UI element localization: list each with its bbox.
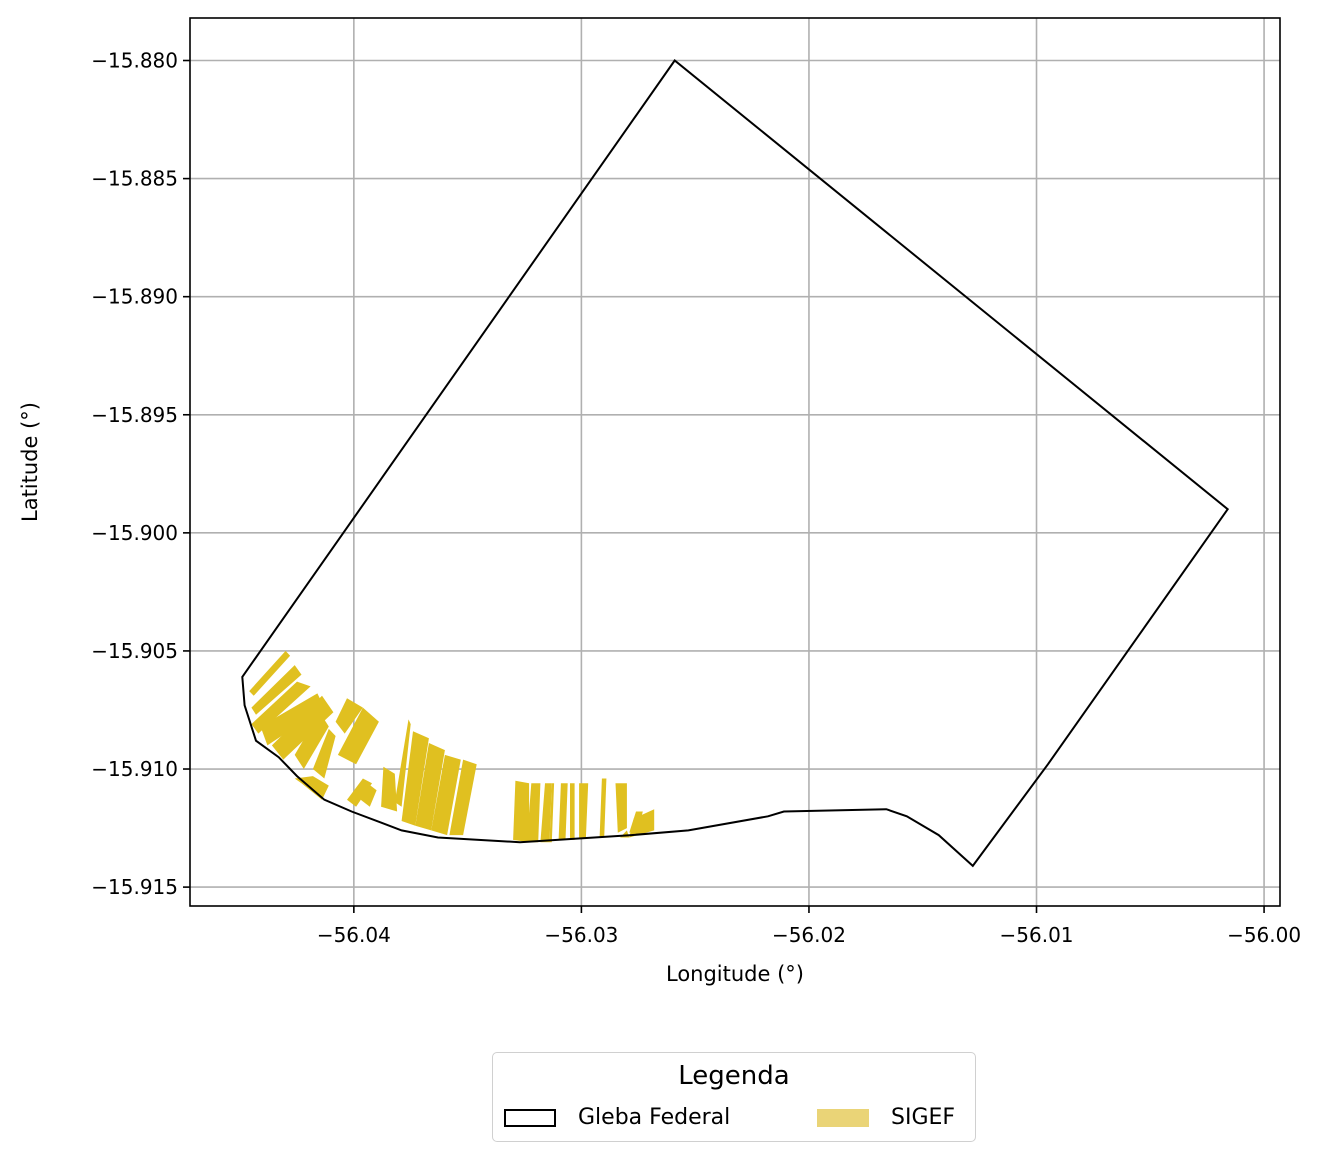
sigef-parcel [260, 693, 325, 746]
y-tick-label: −15.910 [91, 757, 178, 781]
sigef-parcel [271, 695, 334, 760]
gleba-federal-boundary [241, 59, 1230, 868]
sigef-parcel [579, 783, 589, 838]
x-tick-label: −56.00 [1227, 923, 1301, 947]
legend-item-sigef: SIGEF [817, 1105, 955, 1130]
plot-frame [189, 17, 1281, 907]
y-tick-label: −15.895 [91, 403, 178, 427]
sigef-parcel [294, 712, 329, 769]
x-tick-label: −56.04 [317, 923, 391, 947]
y-tick-label: −15.905 [91, 639, 178, 663]
sigef-layer [249, 650, 655, 843]
sigef-parcel [251, 681, 311, 734]
sigef-parcel [312, 728, 336, 779]
y-tick-label: −15.890 [91, 285, 178, 309]
y-tick-label: −15.915 [91, 875, 178, 899]
sigef-parcel [335, 698, 363, 734]
grid-lines [190, 18, 1280, 906]
y-tick-label: −15.900 [91, 521, 178, 545]
sigef-parcel [249, 650, 291, 696]
sigef-parcel [401, 731, 429, 826]
legend: Legenda Gleba Federal SIGEF [492, 1052, 976, 1142]
sigef-parcel [629, 809, 655, 838]
legend-swatch-sigef [817, 1108, 869, 1127]
sigef-parcel [599, 778, 607, 838]
x-tick-label: −56.03 [544, 923, 618, 947]
gleba-layer [241, 59, 1230, 868]
sigef-parcel [526, 783, 541, 843]
plot-background [190, 18, 1280, 906]
axis-ticks: −56.04 −56.03 −56.02 −56.01 −56.00 −15.880 −15… [91, 49, 1301, 947]
sigef-parcel [415, 743, 445, 831]
sigef-parcel [558, 783, 568, 840]
legend-label-gleba-federal: Gleba Federal [578, 1105, 731, 1130]
sigef-parcel [615, 783, 627, 833]
sigef-parcel [394, 719, 411, 807]
y-axis-label: Latitude (°) [18, 402, 42, 522]
sigef-parcel [347, 778, 372, 807]
y-tick-label: −15.885 [91, 167, 178, 191]
legend-title: Legenda [678, 1061, 790, 1091]
sigef-parcel [540, 783, 552, 843]
x-tick-label: −56.02 [772, 923, 846, 947]
sigef-parcel [337, 707, 379, 765]
x-tick-label: −56.01 [1000, 923, 1074, 947]
x-axis-label: Longitude (°) [666, 962, 804, 986]
sigef-parcel [449, 759, 477, 836]
sigef-parcel [570, 783, 575, 840]
legend-swatch-gleba-federal [504, 1108, 556, 1127]
sigef-parcel [360, 783, 377, 807]
y-tick-label: −15.880 [91, 49, 178, 73]
sigef-parcel [431, 754, 461, 836]
sigef-parcel [251, 665, 302, 715]
legend-item-gleba-federal: Gleba Federal [504, 1105, 730, 1130]
sigef-parcel [513, 780, 530, 843]
sigef-parcel [549, 783, 555, 843]
legend-label-sigef: SIGEF [891, 1105, 956, 1130]
map-layers [241, 59, 1230, 868]
sigef-parcel [381, 766, 398, 812]
